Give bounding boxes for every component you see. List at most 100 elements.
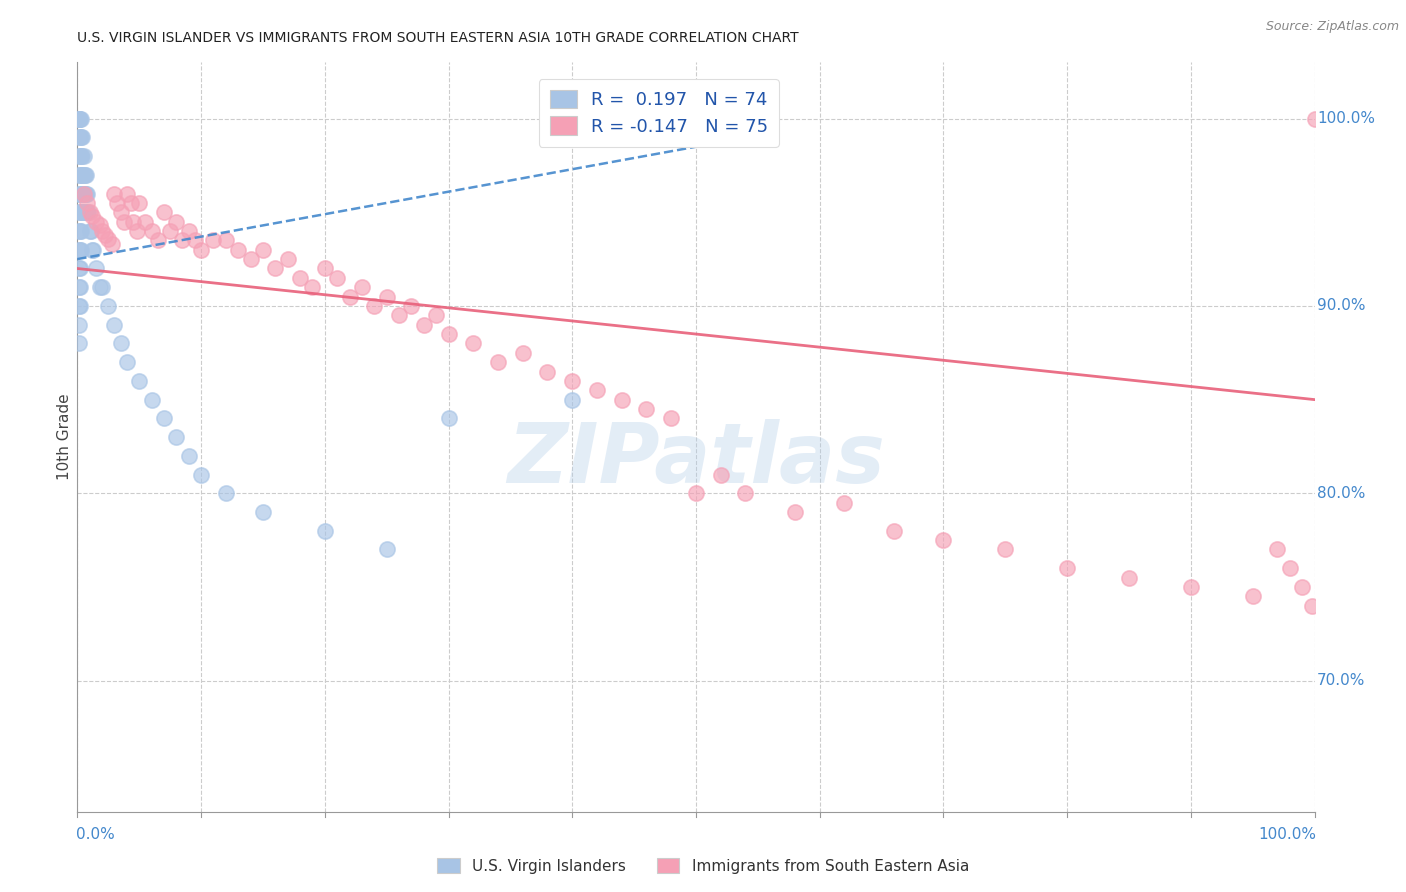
Point bbox=[1301, 599, 1323, 613]
Point bbox=[67, 149, 90, 163]
Text: 80.0%: 80.0% bbox=[1317, 486, 1365, 500]
Point bbox=[91, 224, 114, 238]
Point bbox=[72, 186, 94, 201]
Point bbox=[486, 355, 509, 369]
Point bbox=[72, 130, 94, 145]
Point bbox=[122, 215, 145, 229]
Text: U.S. VIRGIN ISLANDER VS IMMIGRANTS FROM SOUTH EASTERN ASIA 10TH GRADE CORRELATIO: U.S. VIRGIN ISLANDER VS IMMIGRANTS FROM … bbox=[77, 31, 799, 45]
Point bbox=[70, 149, 93, 163]
Point bbox=[172, 233, 194, 247]
Point bbox=[70, 130, 93, 145]
Point bbox=[1056, 561, 1078, 575]
Point bbox=[610, 392, 633, 407]
Point bbox=[115, 186, 138, 201]
Point bbox=[69, 168, 91, 182]
Point bbox=[350, 280, 373, 294]
Point bbox=[70, 186, 93, 201]
Point bbox=[73, 168, 96, 182]
Point bbox=[226, 243, 249, 257]
Point bbox=[1180, 580, 1202, 594]
Point bbox=[69, 149, 91, 163]
Point bbox=[72, 186, 94, 201]
Point bbox=[177, 449, 200, 463]
Point bbox=[834, 496, 856, 510]
Text: 90.0%: 90.0% bbox=[1317, 299, 1365, 313]
Point bbox=[388, 309, 411, 323]
Point bbox=[72, 168, 94, 182]
Point bbox=[79, 205, 101, 219]
Point bbox=[91, 280, 114, 294]
Point bbox=[1118, 571, 1140, 585]
Point bbox=[89, 280, 111, 294]
Point bbox=[75, 186, 97, 201]
Point bbox=[1291, 580, 1313, 594]
Point bbox=[215, 486, 238, 500]
Point bbox=[67, 336, 90, 351]
Text: 0.0%: 0.0% bbox=[76, 827, 115, 842]
Point bbox=[75, 168, 97, 182]
Point bbox=[70, 168, 93, 182]
Point bbox=[67, 299, 90, 313]
Legend: R =  0.197   N = 74, R = -0.147   N = 75: R = 0.197 N = 74, R = -0.147 N = 75 bbox=[538, 79, 779, 146]
Point bbox=[1303, 112, 1326, 126]
Point bbox=[412, 318, 434, 332]
Point bbox=[101, 237, 124, 252]
Point bbox=[252, 505, 274, 519]
Point bbox=[190, 243, 212, 257]
Point bbox=[69, 186, 91, 201]
Point bbox=[159, 224, 181, 238]
Point bbox=[128, 196, 150, 211]
Point bbox=[67, 280, 90, 294]
Point bbox=[97, 231, 120, 245]
Point bbox=[463, 336, 485, 351]
Point bbox=[67, 224, 90, 238]
Text: 100.0%: 100.0% bbox=[1317, 112, 1375, 126]
Point bbox=[165, 430, 187, 444]
Legend: U.S. Virgin Islanders, Immigrants from South Eastern Asia: U.S. Virgin Islanders, Immigrants from S… bbox=[430, 852, 976, 880]
Point bbox=[67, 243, 90, 257]
Point bbox=[69, 205, 91, 219]
Point bbox=[536, 365, 558, 379]
Point bbox=[82, 243, 104, 257]
Point bbox=[512, 346, 534, 360]
Point bbox=[69, 130, 91, 145]
Point bbox=[103, 186, 125, 201]
Point bbox=[314, 261, 336, 276]
Point bbox=[202, 233, 225, 247]
Point bbox=[184, 233, 207, 247]
Point bbox=[70, 112, 93, 126]
Point bbox=[134, 215, 156, 229]
Point bbox=[239, 252, 262, 267]
Point bbox=[82, 243, 104, 257]
Point bbox=[314, 524, 336, 538]
Point bbox=[636, 402, 658, 417]
Point bbox=[76, 205, 98, 219]
Point bbox=[112, 215, 135, 229]
Point bbox=[72, 186, 94, 201]
Point bbox=[77, 205, 100, 219]
Point bbox=[932, 533, 955, 548]
Point bbox=[561, 374, 583, 388]
Point bbox=[105, 196, 128, 211]
Point bbox=[69, 112, 91, 126]
Point bbox=[153, 205, 176, 219]
Point bbox=[76, 186, 98, 201]
Point bbox=[301, 280, 323, 294]
Point bbox=[561, 392, 583, 407]
Point bbox=[146, 233, 169, 247]
Point bbox=[288, 271, 311, 285]
Point bbox=[252, 243, 274, 257]
Point bbox=[110, 205, 132, 219]
Text: 100.0%: 100.0% bbox=[1258, 827, 1316, 842]
Point bbox=[67, 130, 90, 145]
Point bbox=[375, 542, 398, 557]
Point bbox=[363, 299, 385, 313]
Point bbox=[67, 205, 90, 219]
Point bbox=[89, 219, 111, 233]
Point bbox=[103, 318, 125, 332]
Point bbox=[339, 290, 361, 304]
Point bbox=[69, 299, 91, 313]
Point bbox=[264, 261, 287, 276]
Point bbox=[69, 243, 91, 257]
Point bbox=[73, 186, 96, 201]
